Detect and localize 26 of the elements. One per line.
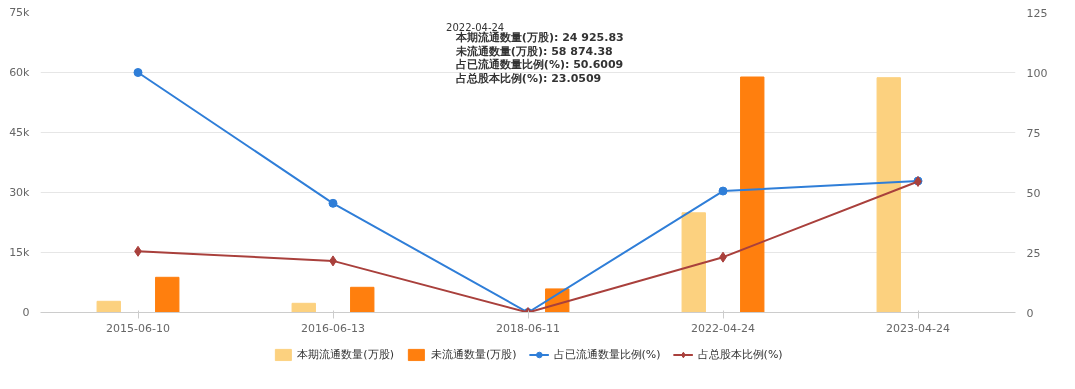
legend-label: 未流通数量(万股) [430,346,517,362]
x-tick-label: 2016-06-13 [301,321,365,335]
legend-label: 占总股本比例(%) [697,346,783,362]
y2-tick-label: 0 [1026,306,1034,320]
y2-tick-label: 100 [1026,66,1048,80]
y2-tick-label: 50 [1026,186,1041,200]
y-tick-label: 60k [9,66,31,79]
x-tick-label: 2018-06-11 [496,321,560,335]
annotation: 未流通数量(万股): 58 874.38 [454,44,613,58]
x-tick-label: 2023-04-24 [886,321,950,335]
annotation: 占已流通数量比例(%): 50.6009 [455,58,624,71]
annotation: 2022-04-24 [446,21,505,33]
legend-label: 占已流通数量比例(%) [553,346,661,362]
x-tick-label: 2022-04-24 [691,321,755,335]
annotation: 占总股本比例(%): 23.0509 [455,71,602,85]
y-tick-label: 75k [9,6,31,19]
annotation: 本期流通数量(万股): 24 925.83 [454,31,624,44]
legend-label: 本期流通数量(万股) [297,346,394,362]
x-tick-label: 2015-06-10 [106,321,170,335]
y2-tick-label: 125 [1026,6,1048,20]
y-tick-label: 30k [9,186,31,199]
y2-tick-label: 25 [1026,246,1041,260]
y-tick-label: 15k [9,246,31,259]
y-tick-label: 0 [22,306,30,319]
y-tick-label: 45k [9,126,31,139]
y2-tick-label: 75 [1026,126,1041,140]
